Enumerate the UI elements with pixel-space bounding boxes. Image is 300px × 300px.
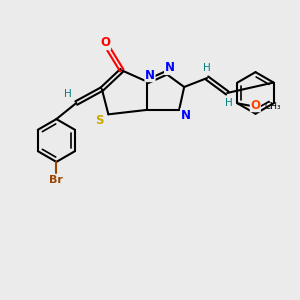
Text: N: N [181, 109, 191, 122]
Text: Br: Br [50, 175, 63, 185]
Text: N: N [165, 61, 175, 74]
Text: H: H [64, 89, 72, 99]
Text: H: H [225, 98, 232, 108]
Text: O: O [100, 37, 110, 50]
Text: S: S [94, 114, 103, 127]
Text: N: N [145, 69, 155, 82]
Text: H: H [203, 63, 211, 73]
Text: O: O [250, 99, 260, 112]
Text: CH₃: CH₃ [265, 102, 281, 111]
